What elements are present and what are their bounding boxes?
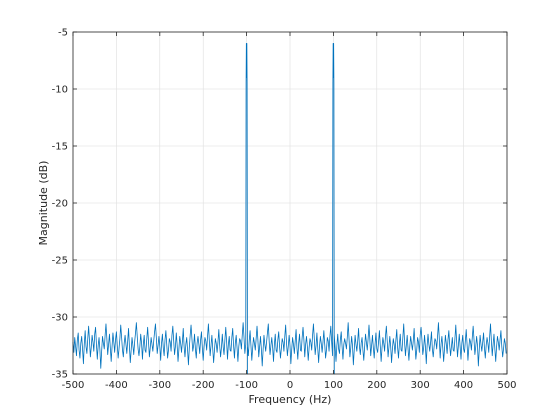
x-tick-label: -500 [62,380,85,391]
y-tick-label: -10 [52,85,68,96]
x-tick-label: 0 [287,380,293,391]
tick-marks [72,31,508,375]
x-tick-label: 200 [367,380,386,391]
y-tick-label: -35 [52,370,68,381]
y-tick-label: -30 [52,313,68,324]
x-tick-label: -400 [105,380,128,391]
y-tick-label: -15 [52,142,68,153]
x-tick-labels: -500 -400 -300 -200 -100 0 100 200 300 400 500 [62,380,517,391]
x-tick-label: 300 [411,380,430,391]
y-tick-labels: -35 -30 -25 -20 -15 -10 -5 [52,28,68,381]
y-tick-label: -25 [52,256,68,267]
series-line-spectrum [72,43,507,375]
x-tick-label: -300 [148,380,171,391]
x-tick-label: 400 [454,380,473,391]
x-tick-label: -200 [192,380,215,391]
series-layer [72,43,507,375]
x-axis-label: Frequency (Hz) [249,393,332,406]
y-tick-label: -5 [58,28,68,39]
x-tick-label: 500 [497,380,516,391]
x-tick-label: -100 [235,380,258,391]
y-tick-label: -20 [52,199,68,210]
x-tick-label: 100 [324,380,343,391]
y-axis-label: Magnitude (dB) [37,161,50,246]
